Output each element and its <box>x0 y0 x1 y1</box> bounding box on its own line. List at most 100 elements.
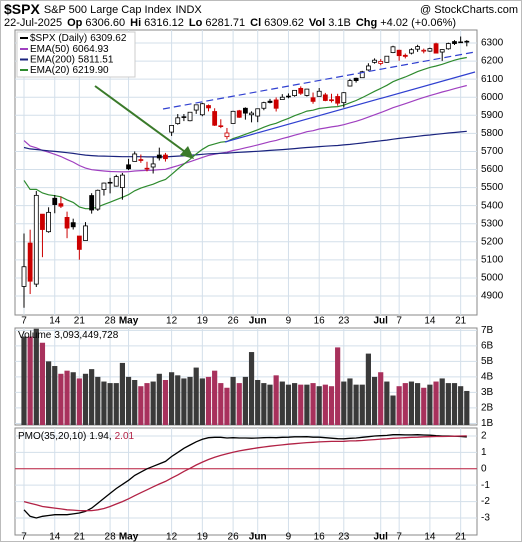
x-tick-label: 14 <box>49 532 61 542</box>
volume-bar <box>193 367 199 425</box>
volume-bar <box>427 384 433 425</box>
candle-body <box>206 105 211 109</box>
candle-body <box>409 49 414 54</box>
y-tick-label: 5600 <box>481 164 504 175</box>
volume-bar <box>138 386 144 425</box>
volume-bar <box>267 384 273 425</box>
volume-bar <box>347 378 353 425</box>
volume-bar <box>464 390 470 425</box>
volume-bar <box>132 379 138 425</box>
y-tick-label: 2 <box>481 431 487 442</box>
legend-label: EMA(200) <box>30 54 75 65</box>
y-tick-label: 6200 <box>481 56 504 67</box>
volume-bar <box>421 387 427 425</box>
candle-body <box>421 49 427 52</box>
candle-body <box>224 132 230 138</box>
y-tick-label: 6300 <box>481 38 504 49</box>
symbol: $SPX <box>4 1 40 17</box>
x-tick-label: 16 <box>314 532 326 542</box>
y-tick-label: 5500 <box>481 182 504 193</box>
volume-bar <box>162 379 169 425</box>
x-tick-label: 9 <box>286 316 292 327</box>
panel-title: Volume <box>18 330 52 341</box>
x-tick-label: Jul <box>373 532 388 542</box>
date: 22-Jul-2025 <box>4 17 62 29</box>
candle-body <box>199 103 205 116</box>
volume-bar <box>89 369 95 425</box>
x-tick-label: 9 <box>286 532 292 542</box>
candle-body <box>359 71 365 79</box>
panel-label: PMO(35,20,10) 1.94, 2.01 <box>18 431 135 442</box>
candle-body <box>33 194 39 285</box>
y-tick-label: 5B <box>481 356 494 367</box>
candle-body <box>40 213 45 230</box>
volume-bar <box>175 375 181 425</box>
header-line-2: 22-Jul-2025 Op 6306.60 Hi 6316.12 Lo 6281.71 Cl… <box>4 17 456 29</box>
candle-body <box>46 211 51 233</box>
candle-body <box>341 92 347 104</box>
x-tick-label: 21 <box>74 532 86 542</box>
volume-bar <box>181 378 187 425</box>
candle-body <box>95 189 101 210</box>
y-tick-label: -3 <box>481 513 490 524</box>
candle-body <box>113 176 119 187</box>
volume-bar <box>353 384 359 425</box>
candle-body <box>27 242 33 282</box>
volume-bar <box>169 372 175 425</box>
volume-bar <box>273 375 279 425</box>
y-tick-label: -2 <box>481 496 490 507</box>
y-tick-label: 5900 <box>481 110 504 121</box>
volume-bar <box>458 386 464 425</box>
volume-bar <box>341 381 347 425</box>
volume-bar <box>230 376 236 425</box>
candle-body <box>101 182 107 190</box>
candle-body <box>384 55 390 63</box>
x-tick-label: 7 <box>21 532 27 542</box>
candle-body <box>372 59 377 63</box>
candle-body <box>310 97 316 102</box>
candle-body <box>21 266 27 287</box>
x-tick-label: May <box>119 532 139 542</box>
volume-bar <box>292 383 298 425</box>
volume-bar <box>82 373 89 425</box>
quote-value: 6281.71 <box>205 17 245 29</box>
volume-bar <box>119 362 125 425</box>
panel-value: 2.01 <box>115 431 135 442</box>
candle-body <box>126 164 131 170</box>
candle-body <box>242 107 248 114</box>
legend-box <box>16 31 136 78</box>
volume-bar <box>261 383 267 425</box>
volume-bar <box>445 383 451 425</box>
volume-bar <box>433 381 439 425</box>
volume-bar <box>279 381 285 425</box>
volume-bar <box>21 336 27 425</box>
x-tick-label: 7 <box>21 316 27 327</box>
y-tick-label: 2B <box>481 403 494 414</box>
line <box>23 435 467 512</box>
candle-body <box>138 159 144 161</box>
y-tick-label: 5200 <box>481 236 504 247</box>
annotations <box>94 51 476 159</box>
header-line-1: $SPX S&P 500 Large Cap Index INDX <box>4 1 202 17</box>
volume-bar <box>402 383 408 425</box>
line <box>23 434 467 519</box>
candle-body <box>132 153 138 162</box>
x-tick-label: 26 <box>228 532 240 542</box>
credit: @ StockCharts.com <box>420 4 518 16</box>
candle-body <box>212 111 218 126</box>
x-tick-label: 7 <box>396 316 402 327</box>
candle-body <box>396 49 402 57</box>
legend-label: EMA(50) <box>30 44 69 55</box>
panel-value: 1.94, <box>89 431 111 442</box>
panel <box>14 427 478 536</box>
x-tick-label: 7 <box>396 532 402 542</box>
volume-bar <box>107 383 113 425</box>
y-tick-label: 5400 <box>481 200 504 211</box>
y-tick-label: 6100 <box>481 74 504 85</box>
candle-body <box>230 110 236 124</box>
x-tick-label: Jun <box>249 532 267 542</box>
candle-body <box>150 163 156 168</box>
volume-bar <box>371 376 378 425</box>
volume-bar <box>33 328 39 425</box>
